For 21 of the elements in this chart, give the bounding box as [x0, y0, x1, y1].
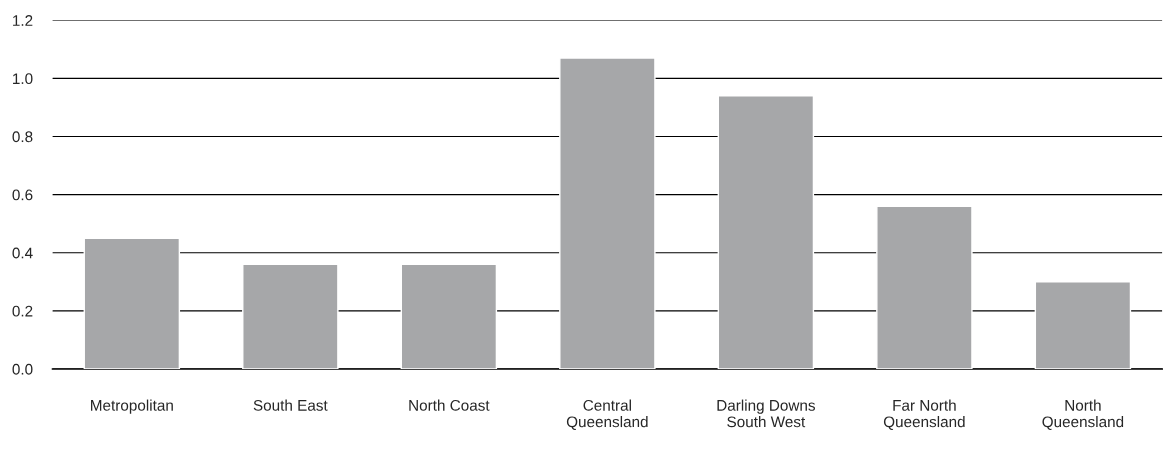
y-tick-label: 0.2: [12, 305, 33, 317]
y-tick-label: 0.0: [12, 363, 33, 375]
y-tick-label: 1.0: [13, 73, 33, 85]
x-tick-label: Far North Queensland: [883, 399, 965, 430]
x-tick-label: Metropolitan: [91, 399, 173, 414]
x-tick-label: North Queensland: [1042, 399, 1124, 430]
bar: [1034, 281, 1132, 369]
y-tick-label: 0.8: [12, 131, 33, 143]
x-tick-label: Central Queensland: [566, 399, 648, 430]
bar: [717, 95, 815, 369]
bar: [400, 263, 498, 369]
y-tick-label: 0.6: [12, 189, 33, 201]
x-tick-label: North Coast: [409, 399, 490, 411]
x-tick-label: Darling Downs South West: [717, 399, 815, 428]
x-tick-label: South East: [253, 399, 328, 411]
bar: [242, 263, 339, 369]
y-tick-label: 1.2: [13, 15, 33, 26]
bar: [876, 205, 973, 369]
bar: [559, 57, 656, 369]
bar: [83, 237, 181, 369]
y-tick-label: 0.4: [12, 247, 33, 259]
